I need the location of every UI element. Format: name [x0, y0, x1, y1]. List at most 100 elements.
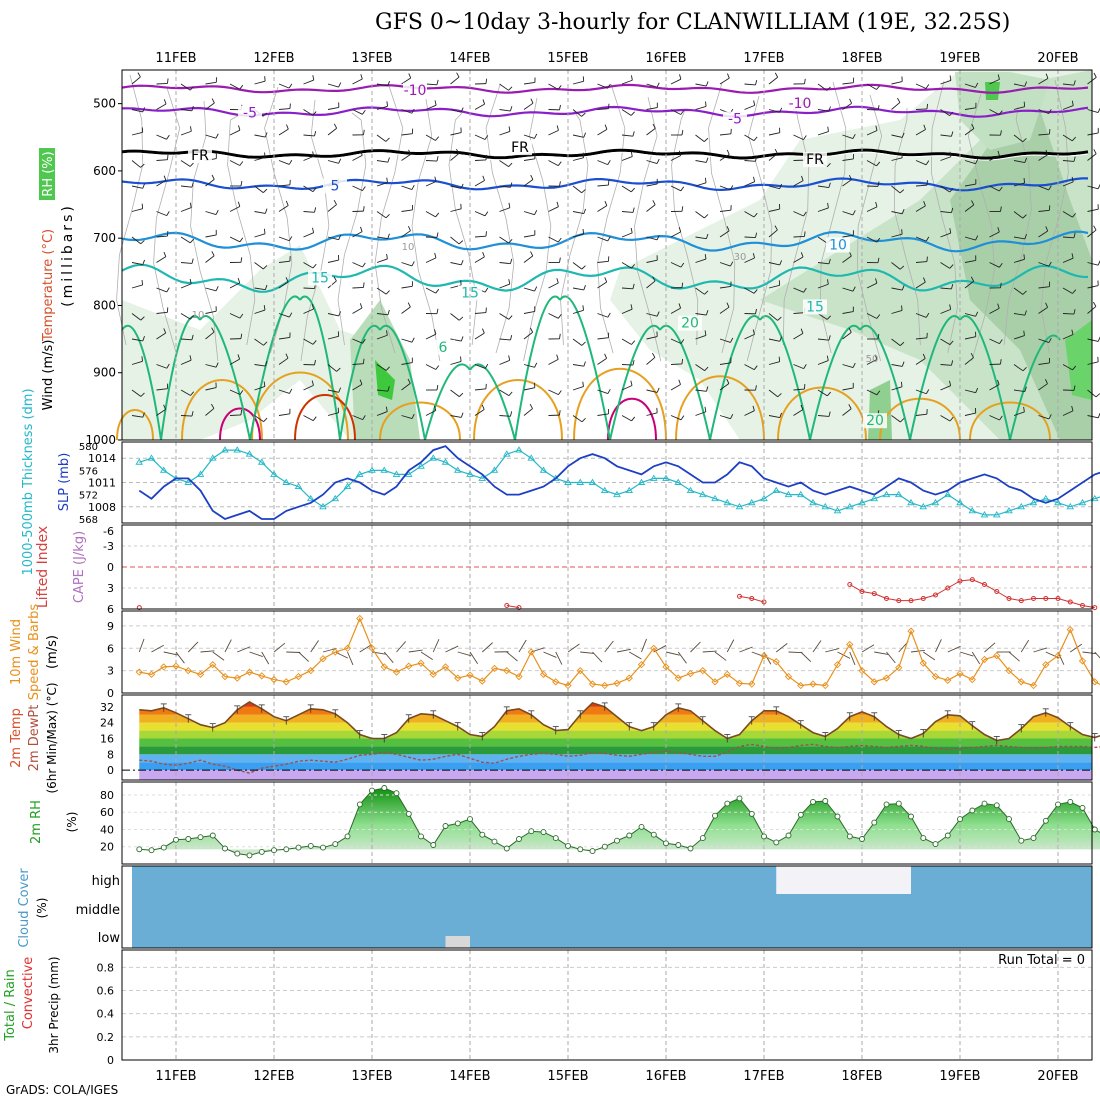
wind-barb	[695, 106, 707, 110]
wind-barb	[352, 383, 363, 391]
wind-barb-flag	[289, 312, 293, 318]
wind-barb-flag	[755, 156, 758, 162]
wind-barb	[572, 134, 584, 138]
wind-barb	[719, 77, 730, 85]
wind-barb-flag	[755, 232, 758, 238]
wind-barb	[450, 236, 460, 245]
wind-barb	[989, 338, 1000, 345]
wind-barb-flag	[680, 339, 685, 344]
thickness-point	[637, 478, 646, 485]
wind-barb	[940, 156, 951, 161]
wind-barb-flag	[607, 83, 611, 89]
wind-barb	[817, 415, 829, 417]
wind-barb-flag	[238, 125, 241, 131]
rh-contour	[374, 85, 404, 354]
wind-barb	[695, 287, 705, 295]
lifted-index-point	[136, 605, 142, 611]
wind-barb-flag	[899, 189, 905, 194]
lifted-index-point	[1067, 599, 1073, 605]
thickness-point	[907, 498, 915, 506]
wind-barb	[940, 262, 951, 269]
wind-barb	[548, 389, 559, 396]
wind-barb	[205, 102, 215, 110]
surface-wind-barb	[702, 650, 717, 653]
wind-barb	[229, 129, 241, 136]
wind-barb	[523, 211, 535, 216]
wind-barb-flag	[285, 200, 289, 206]
li-tick-label: 3	[107, 582, 114, 595]
wind-barb	[572, 338, 583, 346]
wind-barb-flag	[1072, 213, 1077, 218]
wind-barb-flag	[726, 378, 730, 384]
wind-barb	[768, 229, 778, 238]
wind-barb	[768, 109, 780, 113]
pressure-tick-label: 800	[93, 298, 116, 312]
rh-point	[614, 837, 620, 844]
surface-wind-barb	[200, 650, 215, 653]
wind-barb	[548, 129, 559, 136]
wind-barb	[1013, 106, 1025, 110]
wind-speed-point	[454, 674, 462, 682]
wind-barb	[719, 133, 731, 136]
wind-barb	[572, 386, 584, 391]
wind-barb-flag	[975, 235, 979, 241]
wind-barb-flag	[1072, 289, 1077, 294]
wind-speed-line	[139, 616, 1100, 687]
wind-barb	[1013, 211, 1024, 219]
lifted-index-point	[847, 582, 853, 587]
wind-barb	[793, 364, 804, 370]
wind-barb	[401, 338, 413, 343]
rh-point	[871, 819, 878, 826]
surface-wind-barb	[665, 651, 680, 656]
rh-point	[797, 811, 804, 818]
thickness-point	[368, 466, 376, 473]
thickness-point	[992, 511, 1001, 518]
wind-barb-flag	[652, 200, 656, 205]
wind-barb-flag	[1024, 157, 1027, 163]
wind-barb	[915, 108, 928, 110]
wind-barb-flag	[923, 124, 926, 130]
wind-barb-flag	[435, 212, 440, 218]
day-label-top: 13FEB	[351, 51, 392, 66]
wind-barb	[523, 102, 534, 110]
wind-barb-flag	[215, 209, 219, 215]
wind-barb-flag	[263, 305, 266, 311]
temp-band	[139, 746, 1092, 755]
wind-barb-flag	[285, 353, 289, 359]
isotherm-minus5	[121, 105, 1089, 118]
rh-point	[601, 843, 608, 850]
wind-barb	[940, 338, 951, 346]
surface-wind-barb	[469, 651, 479, 664]
wind-barb-flag	[826, 86, 831, 91]
wind-barb	[401, 230, 411, 238]
wind-barb	[303, 287, 315, 290]
isotherm-label: 15	[461, 285, 479, 301]
temp-minmax-bars	[160, 702, 1098, 745]
wind-barb-flag	[752, 329, 755, 335]
wind-barb-flag	[753, 365, 758, 370]
slp-tick-label: 1008	[88, 501, 116, 514]
wind-barb	[1062, 181, 1074, 187]
wind-barb-flag	[852, 362, 856, 368]
thickness-point	[1078, 498, 1087, 506]
wind-barb	[1013, 335, 1025, 340]
wind-barb-flag	[777, 393, 782, 398]
wind-barb	[940, 211, 952, 214]
wind-barb-flag	[899, 341, 905, 346]
wind-barb	[1038, 185, 1049, 191]
isotherm-label: -5	[243, 106, 257, 122]
rh-contour	[597, 83, 626, 354]
wind-barb	[646, 412, 658, 416]
rh-tick-label: 80	[100, 789, 114, 802]
lifted-index-point	[908, 598, 914, 604]
wind-barb	[915, 205, 926, 212]
rh-contour	[1040, 79, 1069, 354]
lifted-index-point	[884, 596, 889, 601]
surface-wind-barb	[138, 638, 145, 653]
wind-barb	[842, 255, 852, 263]
wind-barb	[523, 134, 535, 139]
isotherm-loop	[607, 397, 657, 441]
wind-barb	[180, 236, 191, 244]
wind-barb-flag	[950, 131, 954, 137]
rh-point	[173, 836, 179, 843]
